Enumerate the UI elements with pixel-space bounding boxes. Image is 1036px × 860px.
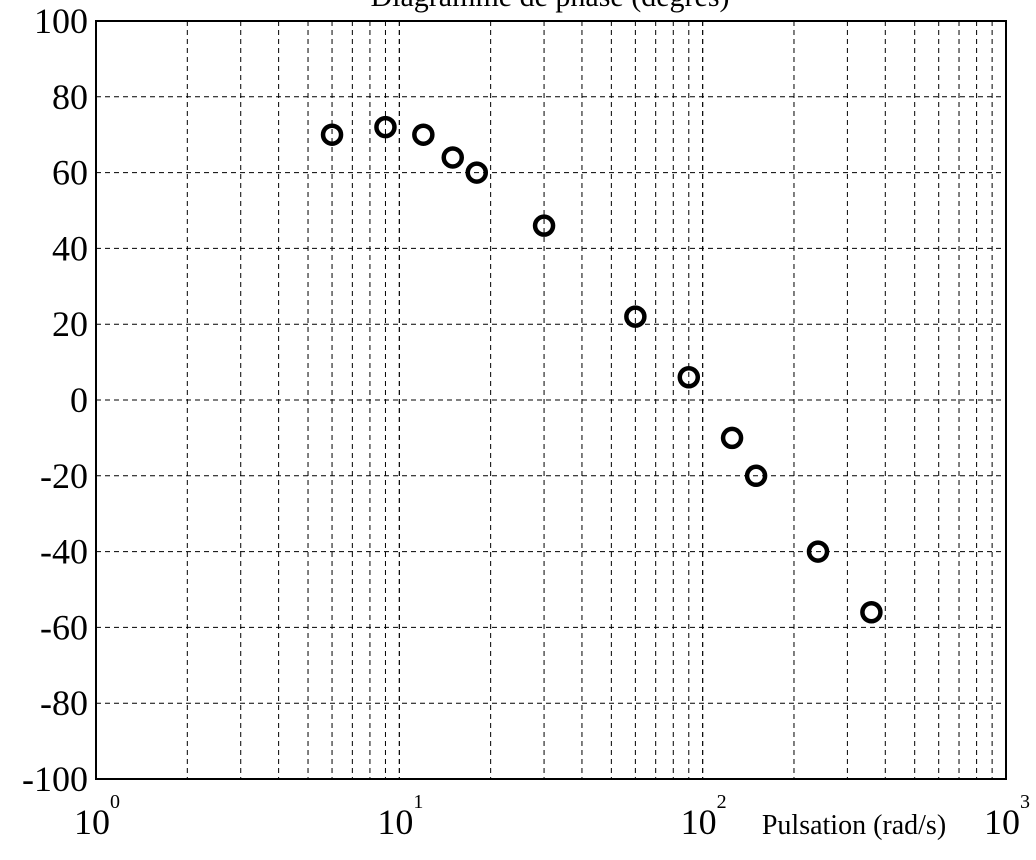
y-tick-label: 80 — [52, 77, 88, 117]
y-tick-label: 40 — [52, 228, 88, 268]
x-tick-base: 10 — [984, 802, 1020, 842]
data-point — [677, 366, 701, 389]
x-tick-label: 10 1 — [377, 791, 423, 842]
y-axis-ticks: 100 80 60 40 20 0 -20 -40 -60 -80 -100 — [22, 1, 88, 799]
x-tick-exponent: 2 — [717, 791, 727, 813]
data-point — [624, 305, 647, 328]
y-tick-label: -60 — [40, 607, 88, 647]
data-point — [320, 123, 344, 146]
data-point — [412, 123, 435, 146]
x-tick-exponent: 0 — [110, 791, 120, 813]
y-tick-label: -80 — [40, 683, 88, 723]
chart-title: Diagramme de phase (degrés) — [370, 0, 729, 13]
x-tick-exponent: 3 — [1020, 791, 1030, 813]
x-tick-base: 10 — [377, 802, 413, 842]
y-tick-label: 20 — [52, 304, 88, 344]
chart-grid — [96, 21, 1006, 779]
data-points — [320, 115, 883, 624]
data-point — [806, 540, 830, 563]
y-tick-label: -100 — [22, 759, 88, 799]
data-point — [720, 426, 744, 450]
y-tick-label: -20 — [40, 456, 88, 496]
x-tick-exponent: 1 — [413, 791, 423, 813]
x-axis-ticks: 10 0 10 1 10 2 10 3 — [74, 791, 1030, 842]
y-tick-label: 60 — [52, 153, 88, 193]
data-point — [374, 115, 397, 139]
x-tick-label: 10 3 — [984, 791, 1030, 842]
x-tick-label: 10 0 — [74, 791, 120, 842]
data-point — [744, 464, 768, 488]
y-tick-label: 100 — [34, 1, 88, 41]
data-point — [441, 146, 464, 169]
x-tick-base: 10 — [681, 802, 717, 842]
data-point — [532, 214, 556, 237]
x-axis-label: Pulsation (rad/s) — [762, 810, 946, 841]
x-tick-base: 10 — [74, 802, 110, 842]
x-tick-label: 10 2 — [681, 791, 727, 842]
data-point — [465, 161, 489, 184]
y-tick-label: -40 — [40, 532, 88, 572]
data-point — [860, 600, 883, 624]
plot-area-frame — [95, 20, 1007, 780]
y-tick-label: 0 — [70, 380, 88, 420]
